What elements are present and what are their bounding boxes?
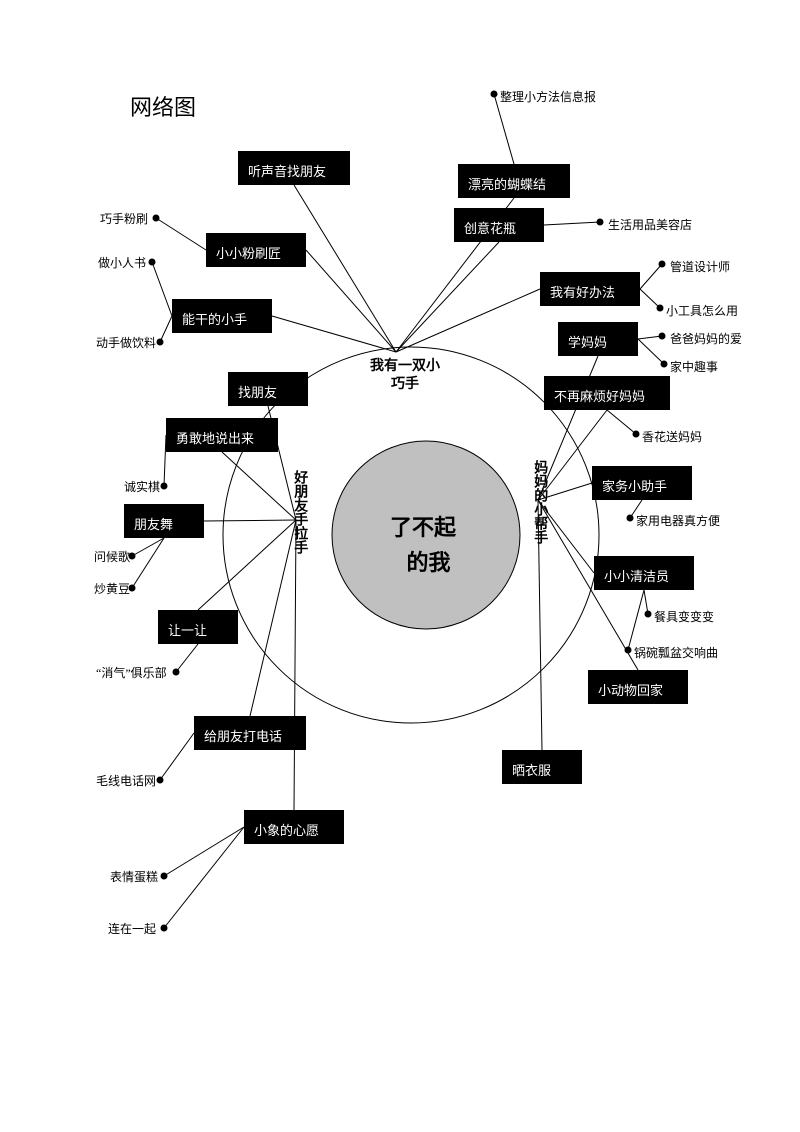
leaf-label: 问候歌: [94, 548, 130, 565]
node-box: 小象的心愿: [244, 810, 344, 844]
node-box: 让一让: [158, 610, 238, 644]
leaf-label: 爸爸妈妈的爱: [670, 330, 742, 347]
node-box: 小动物回家: [588, 670, 688, 704]
node-box: 给朋友打电话: [194, 716, 306, 750]
leaf-label: 家中趣事: [670, 358, 718, 375]
leaf-label: 餐具变变变: [654, 608, 714, 625]
leaf-label: 生活用品美容店: [608, 216, 692, 233]
hub-label-right: 妈妈的小帮手: [530, 460, 548, 544]
leaf-label: 表情蛋糕: [110, 868, 158, 885]
node-box: 能干的小手: [172, 299, 272, 333]
node-box: 创意花瓶: [454, 208, 544, 242]
leaf-label: 巧手粉刷: [100, 210, 148, 227]
hub-label-top: 我有一双小巧手: [370, 358, 440, 394]
page-title: 网络图: [130, 90, 196, 122]
leaf-label: 管道设计师: [670, 258, 730, 275]
leaf-label: 小工具怎么用: [666, 302, 738, 319]
node-box: 小小清洁员: [594, 556, 694, 590]
node-box: 晒衣服: [502, 750, 582, 784]
node-box: 漂亮的蝴蝶结: [458, 164, 570, 198]
node-box: 找朋友: [228, 372, 308, 406]
node-box: 朋友舞: [124, 504, 204, 538]
center-line2: 的我: [407, 550, 451, 575]
leaf-label: 家用电器真方便: [636, 512, 720, 529]
node-box: 家务小助手: [592, 466, 692, 500]
leaf-label: 毛线电话网: [96, 772, 156, 789]
leaf-label: 连在一起: [108, 920, 156, 937]
leaf-label: 诚实棋: [124, 478, 160, 495]
node-box: 学妈妈: [558, 322, 638, 356]
leaf-label: 锅碗瓢盆交响曲: [634, 644, 718, 661]
leaf-label: 香花送妈妈: [642, 428, 702, 445]
leaf-label: “消气”俱乐部: [96, 664, 167, 681]
node-box: 我有好办法: [540, 272, 640, 306]
center-line1: 了不起: [390, 515, 456, 540]
leaf-label: 做小人书: [98, 254, 146, 271]
leaf-label: 整理小方法信息报: [500, 88, 596, 105]
node-box: 小小粉刷匠: [206, 233, 306, 267]
leaf-label: 动手做饮料: [96, 334, 156, 351]
node-box: 勇敢地说出来: [166, 418, 278, 452]
node-box: 听声音找朋友: [238, 151, 350, 185]
center-label: 了不起 的我: [390, 510, 456, 580]
leaf-label: 炒黄豆: [94, 580, 130, 597]
hub-label-left: 好朋友手拉手: [290, 470, 308, 554]
node-box: 不再麻烦好妈妈: [544, 376, 670, 410]
